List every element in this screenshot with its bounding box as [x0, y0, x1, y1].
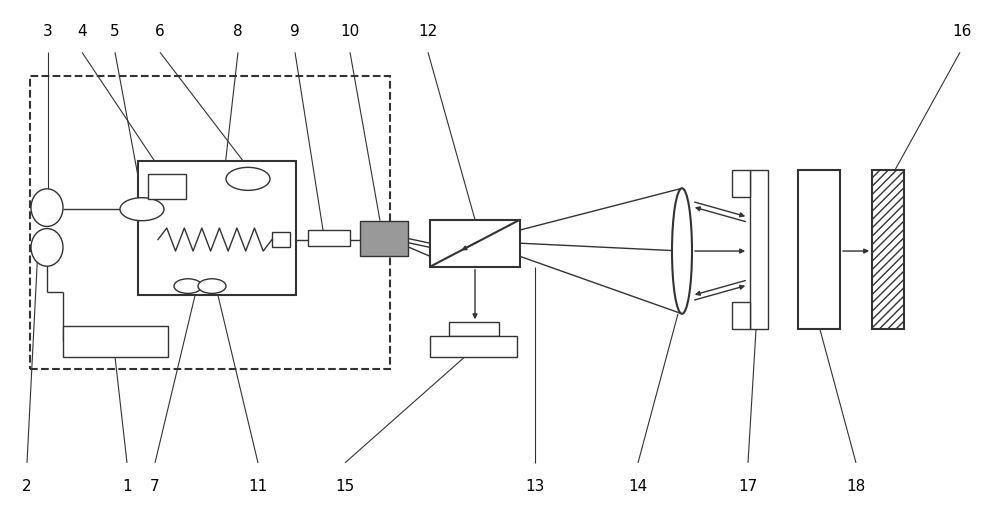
Bar [798, 170, 840, 329]
Text: 6: 6 [155, 24, 165, 39]
Text: 2: 2 [22, 479, 32, 494]
Ellipse shape [31, 229, 63, 266]
Bar [138, 161, 296, 295]
Bar [449, 322, 499, 336]
Text: 1: 1 [122, 479, 132, 494]
Text: 3: 3 [43, 24, 53, 39]
Bar [430, 336, 517, 357]
Bar [360, 221, 408, 256]
Circle shape [198, 279, 226, 293]
Text: 16: 16 [952, 24, 972, 39]
Bar [63, 326, 168, 357]
Text: 12: 12 [418, 24, 438, 39]
Bar [732, 170, 750, 197]
Text: 11: 11 [248, 479, 268, 494]
Bar [30, 76, 390, 369]
Text: 17: 17 [738, 479, 758, 494]
Text: 18: 18 [846, 479, 866, 494]
Text: 5: 5 [110, 24, 120, 39]
Circle shape [174, 279, 202, 293]
Bar [308, 230, 350, 246]
Text: 15: 15 [335, 479, 355, 494]
Bar [872, 170, 904, 329]
Text: 4: 4 [77, 24, 87, 39]
Bar [430, 220, 520, 267]
Bar [750, 170, 768, 329]
Text: 10: 10 [340, 24, 360, 39]
Text: 7: 7 [150, 479, 160, 494]
Bar [272, 232, 290, 247]
Text: 13: 13 [525, 479, 545, 494]
Bar [148, 174, 186, 199]
Circle shape [226, 167, 270, 190]
Text: 14: 14 [628, 479, 648, 494]
Circle shape [120, 198, 164, 221]
Ellipse shape [31, 189, 63, 226]
Ellipse shape [672, 188, 692, 314]
Bar [732, 302, 750, 329]
Text: 8: 8 [233, 24, 243, 39]
Text: 9: 9 [290, 24, 300, 39]
